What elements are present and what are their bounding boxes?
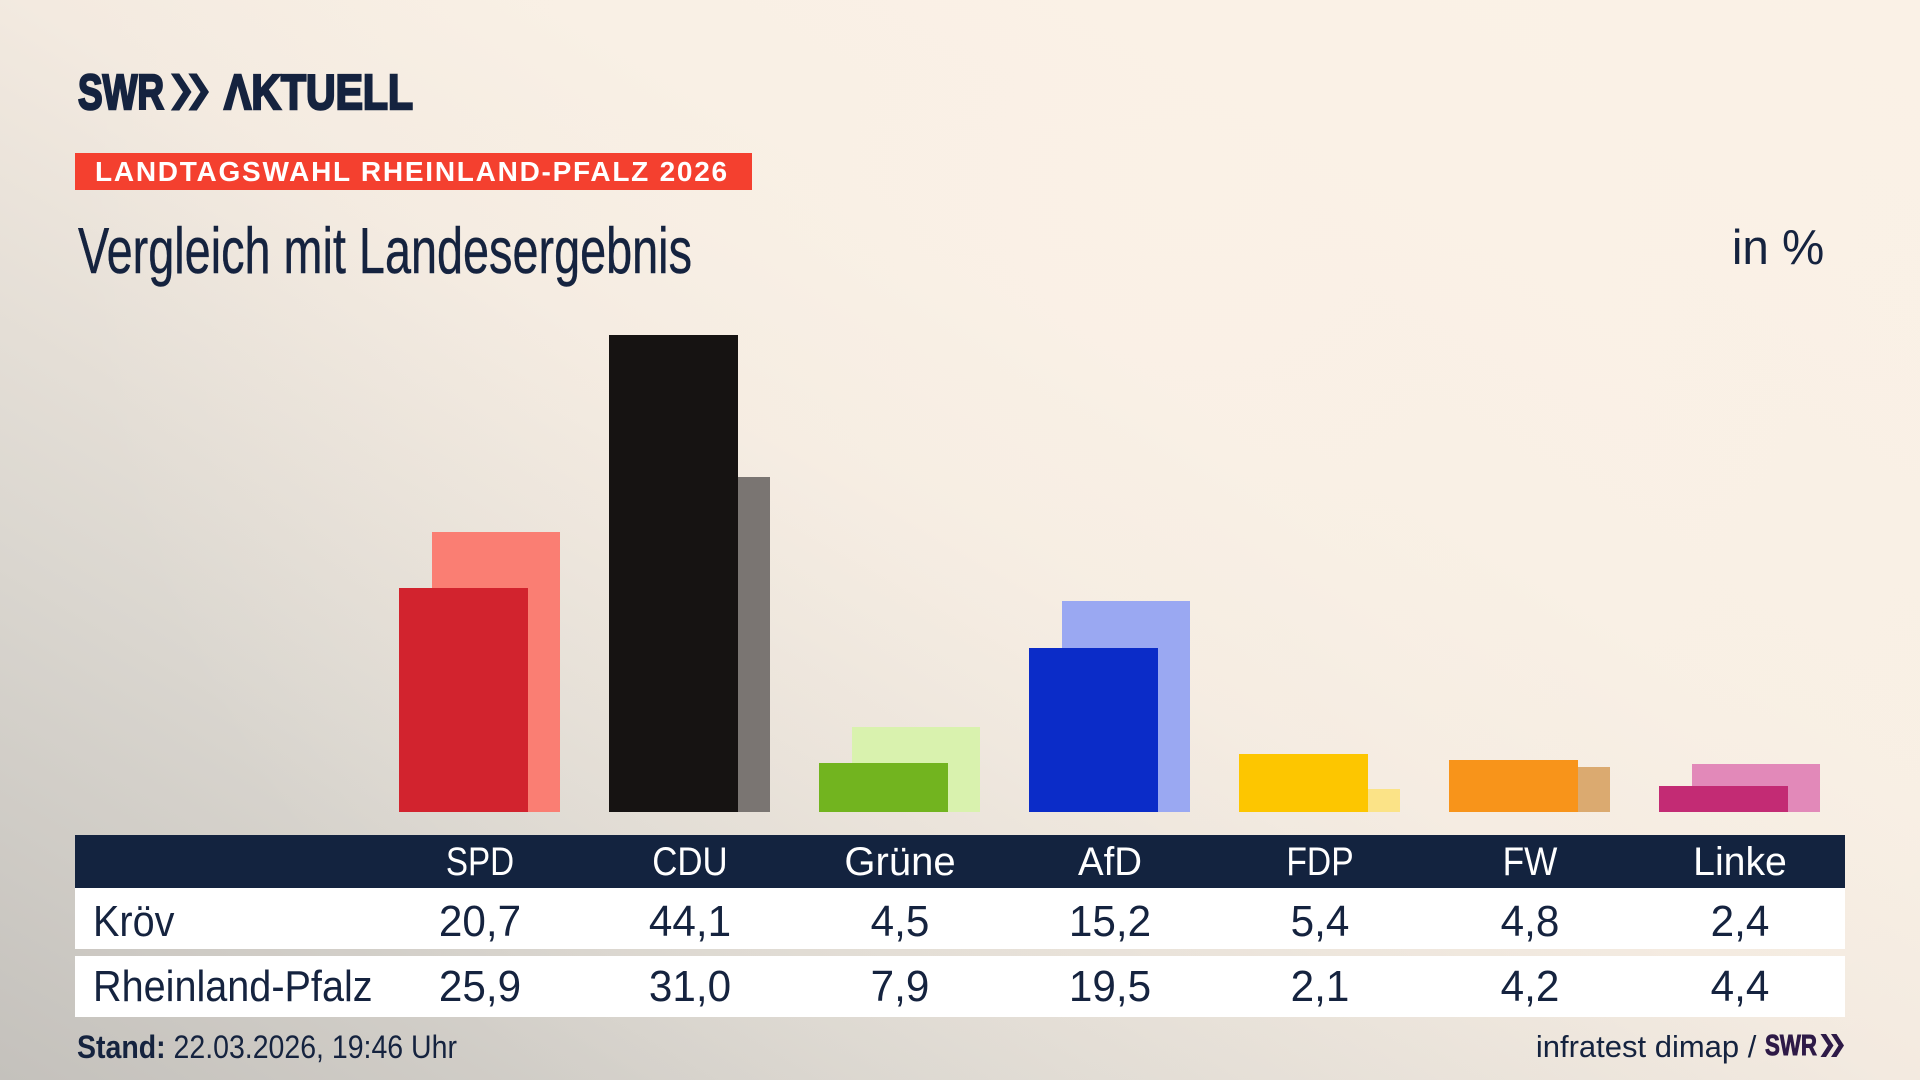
svg-text:ΛKTUELL: ΛKTUELL <box>224 73 413 113</box>
svg-text:SWR: SWR <box>1765 1033 1817 1059</box>
svg-text:SWR: SWR <box>78 73 164 113</box>
